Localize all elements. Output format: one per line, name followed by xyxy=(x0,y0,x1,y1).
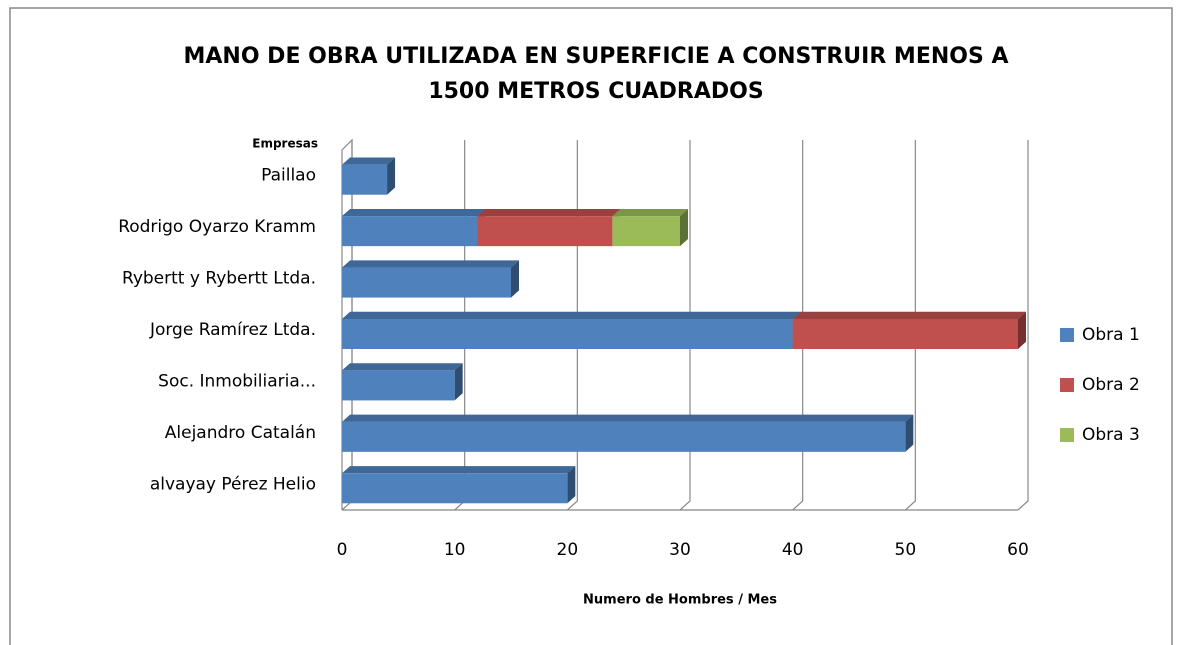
bar xyxy=(342,208,486,247)
bar-face xyxy=(792,319,1018,349)
bar xyxy=(792,311,1026,349)
chart-title: MANO DE OBRA UTILIZADA EN SUPERFICIE A C… xyxy=(183,44,1008,69)
grid-line xyxy=(566,140,578,511)
y-tick-label: Paillao xyxy=(261,166,316,186)
bar xyxy=(342,414,914,452)
bar-face xyxy=(342,267,511,298)
bar-face xyxy=(342,319,793,349)
bar-face xyxy=(342,421,906,452)
legend-swatch xyxy=(1060,328,1074,342)
bar-face xyxy=(342,414,914,422)
bar-face xyxy=(567,466,576,504)
bar-face xyxy=(342,473,568,504)
x-axis-title: Numero de Hombres / Mes xyxy=(583,593,777,608)
bar xyxy=(342,260,519,298)
bar-face xyxy=(792,311,1026,319)
x-tick-label: 20 xyxy=(557,540,579,560)
grid-line xyxy=(1017,140,1029,511)
grid-line xyxy=(679,140,691,511)
bar xyxy=(612,208,688,247)
x-tick-label: 40 xyxy=(782,540,804,560)
y-tick-label: Alejandro Catalán xyxy=(165,423,316,443)
bar xyxy=(342,157,396,195)
legend-label: Obra 2 xyxy=(1082,375,1140,395)
legend-swatch xyxy=(1060,428,1074,442)
bar-face xyxy=(1018,311,1026,349)
bar-face xyxy=(905,414,914,452)
y-tick-label: alvayay Pérez Helio xyxy=(150,474,316,494)
grid-line xyxy=(904,140,916,511)
bar-face xyxy=(342,164,388,195)
bar-face xyxy=(387,157,396,195)
bar-face xyxy=(342,363,463,371)
bar-face xyxy=(342,157,396,165)
bar-face xyxy=(342,466,576,474)
y-tick-label: Rodrigo Oyarzo Kramm xyxy=(118,217,316,237)
x-tick-label: 30 xyxy=(669,540,691,560)
bar-face xyxy=(342,370,455,401)
bar-face xyxy=(680,208,688,247)
x-tick-label: 0 xyxy=(337,540,348,560)
bar-face xyxy=(454,363,463,401)
y-tick-label: Jorge Ramírez Ltda. xyxy=(149,320,316,340)
bar xyxy=(342,311,801,349)
bar-face xyxy=(511,260,519,298)
x-tick-label: 10 xyxy=(444,540,466,560)
bar xyxy=(342,466,576,504)
bar-face xyxy=(342,260,519,268)
bar-face xyxy=(612,208,688,217)
legend-label: Obra 3 xyxy=(1082,425,1140,445)
bar-face xyxy=(477,216,613,247)
bar xyxy=(477,208,621,247)
legend-swatch xyxy=(1060,378,1074,392)
bar-face xyxy=(342,208,486,217)
x-tick-label: 50 xyxy=(895,540,917,560)
chart-title: 1500 METROS CUADRADOS xyxy=(428,79,763,104)
bar xyxy=(342,363,463,401)
y-tick-label: Soc. Inmobiliaria... xyxy=(158,371,316,391)
bar-face xyxy=(612,216,680,247)
y-tick-label: Rybertt y Rybertt Ltda. xyxy=(122,269,316,289)
grid-line xyxy=(792,140,804,511)
x-tick-label: 60 xyxy=(1007,540,1029,560)
bar-face xyxy=(342,311,801,319)
y-axis-title: Empresas xyxy=(252,137,318,151)
legend-label: Obra 1 xyxy=(1082,325,1140,345)
bar-face xyxy=(477,208,621,217)
bar-face xyxy=(342,216,478,247)
